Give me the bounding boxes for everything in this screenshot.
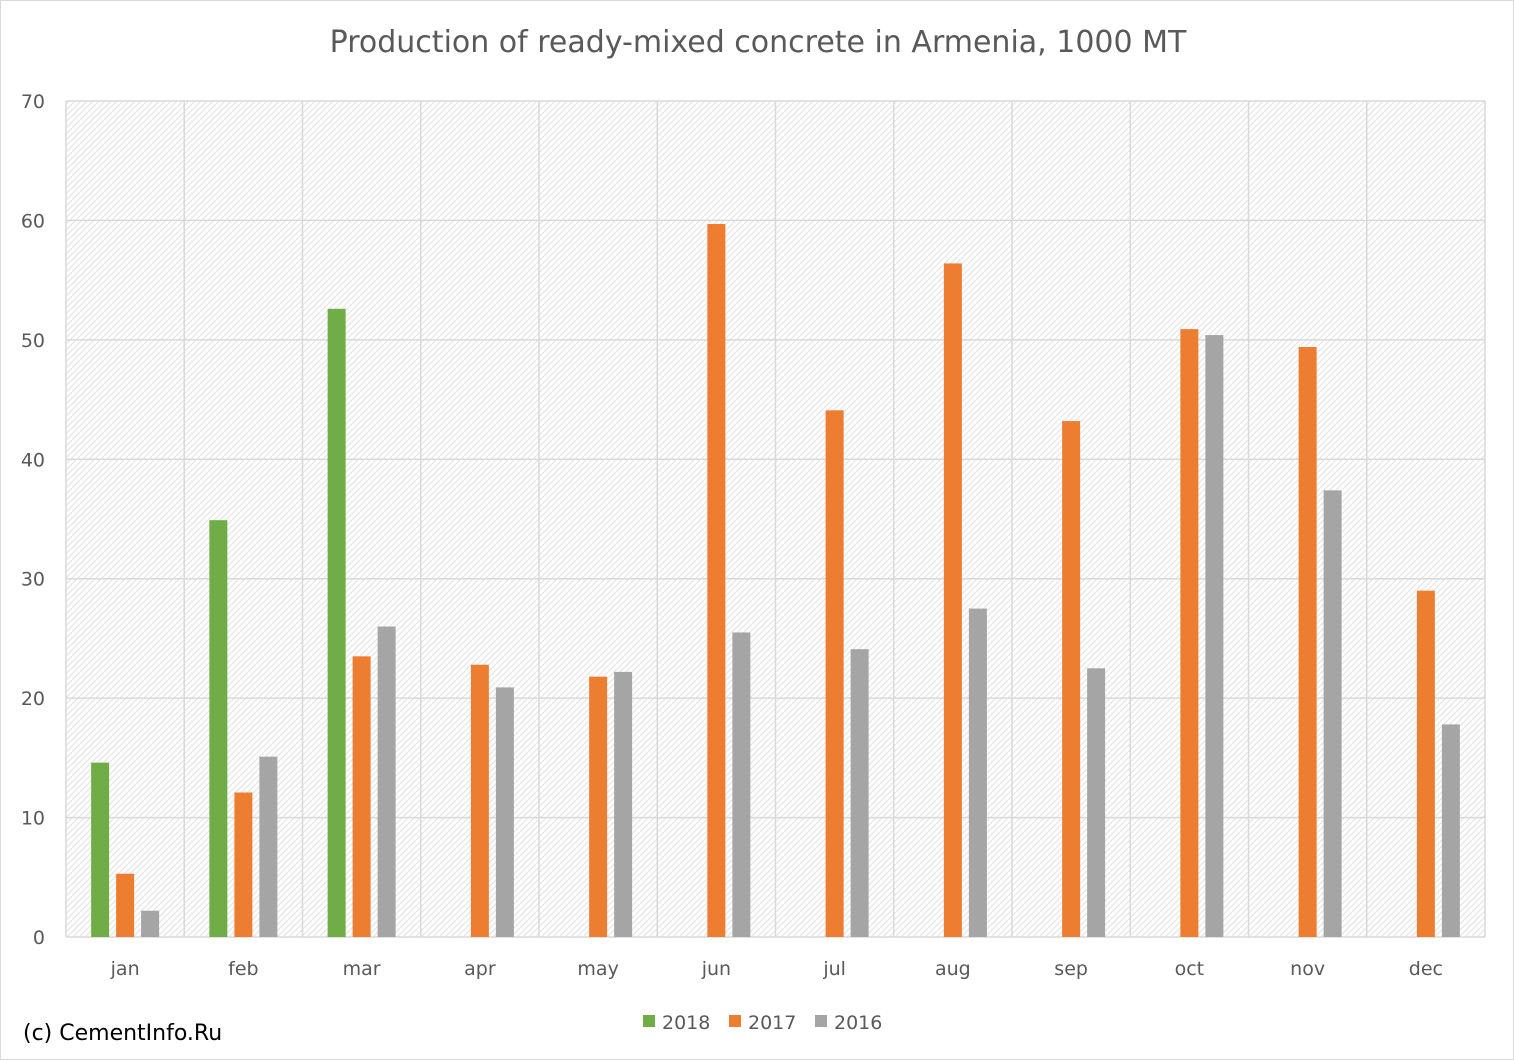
x-tick-label-dec: dec <box>1409 958 1443 980</box>
x-tick-label-nov: nov <box>1290 958 1325 980</box>
legend-label-2018: 2018 <box>662 1012 710 1034</box>
bar-2017-jul <box>825 410 844 937</box>
bar-2016-feb <box>259 756 278 937</box>
x-tick-label-may: may <box>577 958 618 980</box>
x-tick-label-jun: jun <box>701 958 731 980</box>
y-tick-label: 10 <box>21 808 45 830</box>
legend-label-2017: 2017 <box>748 1012 796 1034</box>
legend-swatch-2018 <box>643 1015 655 1027</box>
legend-swatch-2016 <box>815 1015 827 1027</box>
bar-2016-apr <box>495 687 514 937</box>
y-axis-ticks: 0 10 20 30 40 50 60 70 <box>21 91 45 949</box>
bar-2017-oct <box>1180 329 1199 937</box>
y-tick-label: 70 <box>21 91 45 113</box>
bar-2016-jan <box>141 910 160 937</box>
x-tick-label-mar: mar <box>343 958 381 980</box>
bars-layer <box>91 224 1460 938</box>
copyright-text: (c) CementInfo.Ru <box>23 1021 223 1046</box>
bar-2016-jun <box>732 632 751 937</box>
bar-2017-may <box>589 676 608 937</box>
bar-2017-dec <box>1416 590 1435 937</box>
bar-2016-dec <box>1441 724 1460 937</box>
bar-2017-aug <box>943 263 962 937</box>
y-tick-label: 50 <box>21 330 45 352</box>
x-tick-label-sep: sep <box>1054 958 1088 980</box>
x-tick-label-oct: oct <box>1175 958 1205 980</box>
bar-2018-feb <box>209 520 228 937</box>
y-tick-label: 60 <box>21 210 45 232</box>
grid-layer <box>65 100 1486 938</box>
bar-2018-jan <box>91 762 110 937</box>
y-tick-label: 40 <box>21 449 45 471</box>
bar-2016-mar <box>377 626 396 937</box>
bar-2016-jul <box>850 649 869 937</box>
x-axis-ticks: jan feb mar apr may jun jul aug sep oct nov dec <box>110 958 1443 980</box>
legend-swatch-2017 <box>729 1015 741 1027</box>
x-tick-label-jan: jan <box>110 958 140 980</box>
bar-2017-feb <box>234 792 253 937</box>
chart-title: Production of ready-mixed concrete in Ar… <box>329 25 1187 60</box>
bar-2016-oct <box>1205 335 1224 938</box>
bar-2016-sep <box>1087 668 1106 937</box>
bar-2016-aug <box>968 608 987 937</box>
bar-2016-may <box>614 671 633 937</box>
bar-2017-mar <box>352 656 371 937</box>
legend: 2018 2017 2016 <box>643 1012 882 1034</box>
bar-2017-sep <box>1062 421 1081 937</box>
bar-2017-jun <box>707 224 726 938</box>
bar-2016-nov <box>1323 490 1342 937</box>
x-tick-label-apr: apr <box>464 958 496 980</box>
bar-2018-mar <box>327 308 346 937</box>
x-tick-label-jul: jul <box>822 958 846 980</box>
y-tick-label: 30 <box>21 569 45 591</box>
legend-label-2016: 2016 <box>834 1012 882 1034</box>
y-tick-label: 20 <box>21 688 45 710</box>
x-tick-label-feb: feb <box>228 958 258 980</box>
bar-2017-apr <box>470 664 489 937</box>
bar-2017-jan <box>116 873 135 937</box>
y-tick-label: 0 <box>33 927 45 949</box>
x-tick-label-aug: aug <box>935 958 971 980</box>
bar-2017-nov <box>1298 347 1317 938</box>
